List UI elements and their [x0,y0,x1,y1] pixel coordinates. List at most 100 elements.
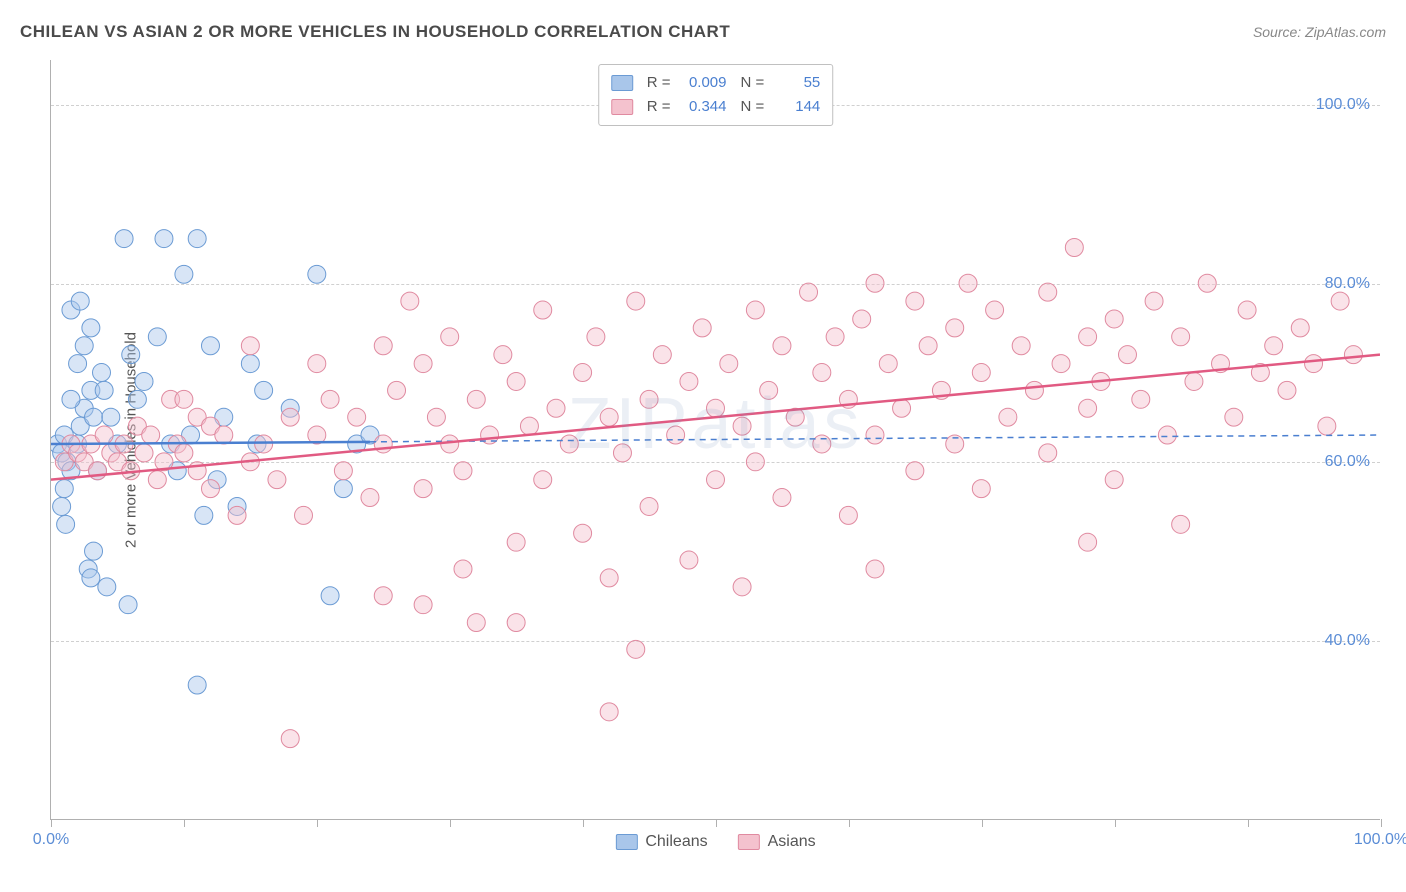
data-point [600,703,618,721]
data-point [268,471,286,489]
header: CHILEAN VS ASIAN 2 OR MORE VEHICLES IN H… [20,22,1386,42]
x-tick [317,819,318,827]
data-point [62,390,80,408]
source-attribution: Source: ZipAtlas.com [1253,24,1386,40]
data-point [427,408,445,426]
data-point [135,444,153,462]
data-point [334,462,352,480]
stats-row-chileans: R = 0.009 N = 55 [611,71,821,95]
data-point [680,372,698,390]
scatter-plot-svg [51,60,1380,819]
n-label: N = [741,95,765,119]
x-tick-label: 100.0% [1354,831,1406,849]
data-point [1225,408,1243,426]
data-point [188,230,206,248]
legend-swatch-chileans [615,834,637,850]
data-point [321,587,339,605]
data-point [228,506,246,524]
data-point [1079,399,1097,417]
data-point [1079,328,1097,346]
r-value-chileans: 0.009 [683,71,727,95]
data-point [401,292,419,310]
data-point [281,408,299,426]
data-point [241,355,259,373]
data-point [334,480,352,498]
data-point [653,346,671,364]
n-value-chileans: 55 [776,71,820,95]
data-point [69,355,87,373]
x-tick [849,819,850,827]
data-point [348,408,366,426]
data-point [82,319,100,337]
data-point [467,390,485,408]
data-point [308,355,326,373]
legend-swatch-asians [738,834,760,850]
data-point [95,426,113,444]
data-point [454,560,472,578]
data-point [680,551,698,569]
data-point [1025,381,1043,399]
data-point [999,408,1017,426]
chart-container: CHILEAN VS ASIAN 2 OR MORE VEHICLES IN H… [0,0,1406,892]
data-point [175,265,193,283]
data-point [972,364,990,382]
data-point [667,426,685,444]
data-point [115,230,133,248]
data-point [215,426,233,444]
data-point [53,497,71,515]
x-tick [1381,819,1382,827]
data-point [773,337,791,355]
data-point [71,292,89,310]
data-point [959,274,977,292]
data-point [119,596,137,614]
data-point [321,390,339,408]
data-point [75,337,93,355]
data-point [746,453,764,471]
trend-line [51,355,1380,480]
data-point [866,560,884,578]
data-point [879,355,897,373]
data-point [1065,239,1083,257]
r-value-asians: 0.344 [683,95,727,119]
data-point [467,614,485,632]
data-point [281,730,299,748]
data-point [494,346,512,364]
legend-label-chileans: Chileans [645,833,707,851]
data-point [1185,372,1203,390]
data-point [414,596,432,614]
data-point [627,292,645,310]
data-point [600,408,618,426]
data-point [1132,390,1150,408]
data-point [946,319,964,337]
data-point [507,533,525,551]
data-point [520,417,538,435]
data-point [813,364,831,382]
data-point [82,569,100,587]
data-point [760,381,778,399]
data-point [919,337,937,355]
data-point [693,319,711,337]
data-point [1118,346,1136,364]
x-tick [1248,819,1249,827]
data-point [1039,444,1057,462]
data-point [627,640,645,658]
data-point [1105,310,1123,328]
data-point [55,480,73,498]
data-point [155,230,173,248]
x-tick [583,819,584,827]
data-point [707,399,725,417]
data-point [57,515,75,533]
data-point [640,497,658,515]
data-point [1344,346,1362,364]
stats-legend: R = 0.009 N = 55 R = 0.344 N = 144 [598,64,834,126]
data-point [1145,292,1163,310]
x-tick [982,819,983,827]
data-point [1198,274,1216,292]
data-point [1318,417,1336,435]
data-point [135,372,153,390]
data-point [1172,328,1190,346]
data-point [813,435,831,453]
legend-item-asians: Asians [738,833,816,851]
data-point [906,462,924,480]
data-point [746,301,764,319]
